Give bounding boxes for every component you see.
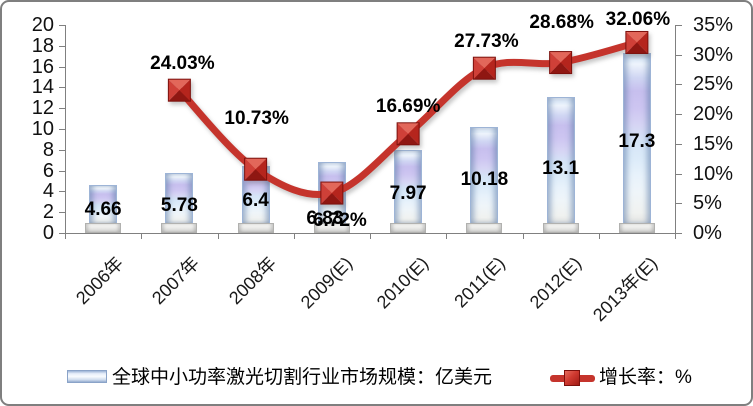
right-axis-tick-label: 35%	[693, 14, 734, 36]
right-axis-line	[675, 25, 676, 233]
right-axis-tick-label: 10%	[693, 162, 734, 185]
x-axis-tick	[446, 233, 448, 239]
left-axis-tick-label: 10	[31, 118, 54, 140]
legend-bar-label: 全球中小功率激光切割行业市场规模：亿美元	[112, 367, 493, 388]
left-axis-tick-label: 20	[31, 14, 54, 36]
right-axis-tick-label: 25%	[693, 73, 734, 96]
x-axis-tick	[675, 233, 676, 239]
bar-value-label: 5.78	[160, 194, 198, 216]
left-axis-tick-label: 4	[42, 180, 54, 203]
bar-pedestal	[542, 223, 579, 233]
bar-pedestal	[237, 223, 274, 233]
left-axis-tick-label: 14	[31, 76, 54, 99]
left-axis-tick	[59, 66, 66, 68]
right-axis-tick	[675, 203, 682, 205]
left-axis-tick-label: 12	[31, 97, 54, 120]
market-size-bar	[89, 184, 118, 223]
right-axis-tick-label: 15%	[693, 132, 734, 155]
bar-value-label: 6.83	[306, 208, 344, 230]
legend-bar-swatch-icon	[67, 370, 107, 383]
x-axis-tick	[598, 233, 600, 239]
bar-pedestal	[313, 223, 350, 233]
legend-line-label: 增长率：%	[599, 367, 692, 388]
right-axis-tick	[675, 54, 682, 56]
bar-pedestal	[390, 223, 427, 233]
left-axis-tick-label: 6	[42, 159, 54, 182]
growth-rate-label: 32.06%	[605, 9, 671, 31]
right-axis-tick-label: 0%	[693, 222, 722, 244]
left-axis-tick	[59, 212, 66, 214]
right-axis-tick	[675, 84, 682, 86]
left-axis-tick	[59, 87, 66, 89]
x-axis-tick	[293, 233, 295, 239]
bar-pedestal	[466, 223, 503, 233]
right-axis-tick-label: 5%	[693, 192, 722, 215]
growth-rate-label: 28.68%	[529, 11, 594, 33]
bar-pedestal	[618, 223, 655, 233]
x-axis-tick	[141, 233, 143, 239]
left-axis-tick	[59, 233, 66, 234]
right-axis-tick	[675, 173, 682, 175]
left-axis-tick	[59, 108, 66, 110]
right-axis-tick	[675, 114, 682, 116]
left-axis-tick	[59, 170, 66, 172]
left-axis-tick	[59, 45, 66, 47]
growth-rate-label: 6.72%	[312, 210, 367, 232]
bar-value-label: 4.66	[84, 198, 122, 220]
x-axis-tick	[65, 233, 66, 239]
right-axis-tick	[675, 233, 682, 234]
left-axis-tick-label: 0	[42, 222, 54, 244]
left-axis-tick-label: 8	[42, 138, 54, 161]
left-axis-tick	[59, 25, 66, 26]
right-axis-tick-label: 30%	[693, 43, 734, 66]
x-axis-tick	[370, 233, 371, 239]
bar-pedestal	[85, 223, 122, 233]
left-axis-tick-label: 16	[31, 55, 54, 78]
left-axis-tick-label: 2	[42, 201, 54, 224]
right-axis-tick	[675, 143, 682, 145]
left-axis-tick	[59, 129, 66, 130]
left-axis-tick	[59, 191, 66, 193]
x-axis-tick	[217, 233, 219, 239]
x-axis-tick	[522, 233, 524, 239]
left-axis-tick	[59, 149, 66, 151]
right-axis-tick	[675, 25, 682, 26]
bar-pedestal	[161, 223, 198, 233]
left-axis-tick-label: 18	[31, 34, 54, 57]
legend-line-marker-icon	[564, 370, 580, 386]
right-axis-tick-label: 20%	[693, 103, 734, 126]
